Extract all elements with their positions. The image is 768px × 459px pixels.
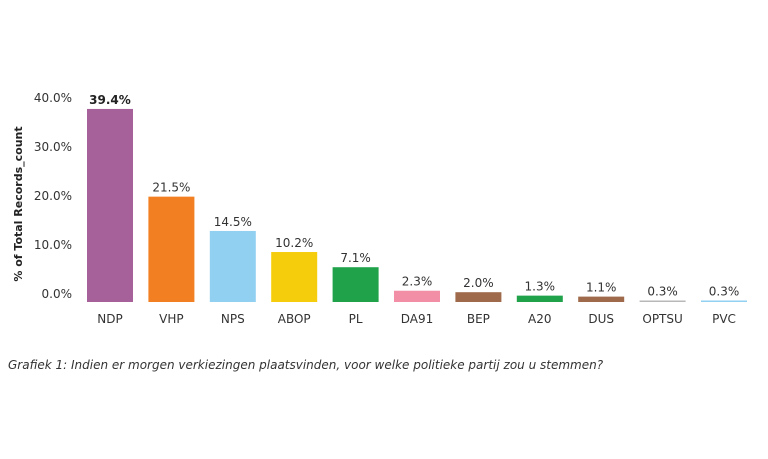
x-tick-label: PVC [712,312,736,326]
data-label: 2.0% [463,276,494,290]
bar-abop [271,252,318,302]
y-tick-label: 10.0% [34,238,72,252]
bar-pl [332,267,379,302]
x-tick-label: BEP [467,312,490,326]
data-label: 21.5% [152,181,190,195]
y-tick-label: 20.0% [34,189,72,203]
x-tick-label: DA91 [401,312,434,326]
bar-vhp [148,196,195,302]
data-label: 14.5% [214,215,252,229]
data-label: 7.1% [340,251,371,265]
x-tick-label: NPS [221,312,245,326]
bar-optsu [639,300,686,302]
data-label: 39.4% [89,93,131,107]
bar-pvc [701,300,747,302]
data-label: 0.3% [647,285,678,299]
data-label: 10.2% [275,236,313,250]
y-axis-title: % of Total Records_count [12,126,25,281]
y-tick-label: 30.0% [34,140,72,154]
x-tick-label: VHP [159,312,183,326]
bar-da91 [394,290,440,302]
bar-ndp [87,108,133,302]
chart-caption: Grafiek 1: Indien er morgen verkiezingen… [8,358,604,372]
data-label: 0.3% [709,285,740,299]
x-tick-label: ABOP [278,312,311,326]
x-tick-label: A20 [528,312,551,326]
x-tick-label: NDP [97,312,122,326]
bar-dus [578,296,625,302]
data-label: 1.3% [525,280,556,294]
x-tick-label: DUS [588,312,614,326]
bar-bep [455,292,502,302]
x-tick-label: OPTSU [642,312,682,326]
y-tick-label: 40.0% [34,91,72,105]
y-tick-label: 0.0% [42,287,73,301]
data-label: 1.1% [586,281,617,295]
data-label: 2.3% [402,275,433,289]
bar-a20 [516,295,563,302]
x-tick-label: PL [349,312,363,326]
bar-nps [209,230,256,302]
